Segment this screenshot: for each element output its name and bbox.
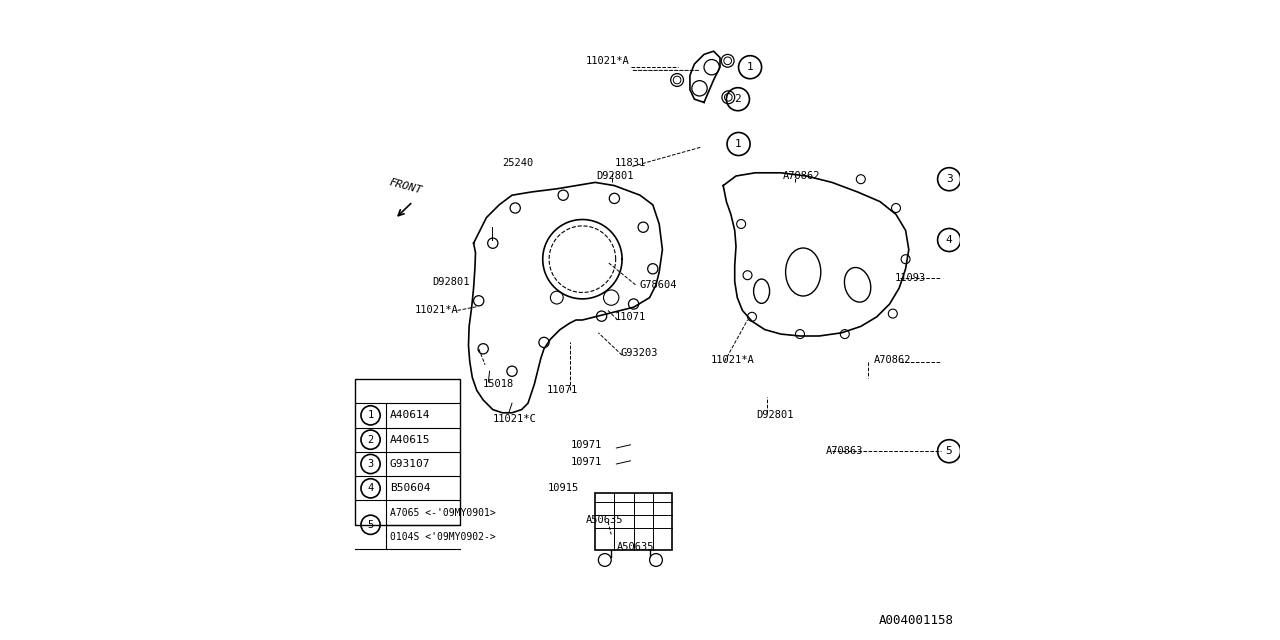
Text: G93107: G93107 xyxy=(389,459,430,469)
Text: 11071: 11071 xyxy=(548,385,579,396)
Text: A40615: A40615 xyxy=(389,435,430,445)
Text: 3: 3 xyxy=(946,174,952,184)
Text: 1: 1 xyxy=(746,62,754,72)
Bar xyxy=(356,379,460,525)
Text: D92801: D92801 xyxy=(756,410,794,420)
Circle shape xyxy=(671,74,684,86)
Circle shape xyxy=(599,554,612,566)
Text: 25240: 25240 xyxy=(502,158,534,168)
Text: 1: 1 xyxy=(735,139,742,149)
Text: 0104S <'09MY0902->: 0104S <'09MY0902-> xyxy=(389,532,495,542)
Text: FRONT: FRONT xyxy=(388,177,422,195)
Text: A50635: A50635 xyxy=(585,515,623,525)
Text: 5: 5 xyxy=(946,446,952,456)
Text: 5: 5 xyxy=(367,520,374,530)
Text: A7065 <-'09MY0901>: A7065 <-'09MY0901> xyxy=(389,508,495,518)
Circle shape xyxy=(650,554,663,566)
Text: A004001158: A004001158 xyxy=(878,614,954,627)
Text: 2: 2 xyxy=(735,94,741,104)
Text: 11831: 11831 xyxy=(614,158,645,168)
Text: A70862: A70862 xyxy=(874,355,911,365)
Text: 11071: 11071 xyxy=(614,312,645,322)
Text: A70862: A70862 xyxy=(783,171,820,181)
Text: B50604: B50604 xyxy=(389,483,430,493)
Text: 11021*A: 11021*A xyxy=(710,355,754,365)
Circle shape xyxy=(722,91,735,104)
Text: 3: 3 xyxy=(367,459,374,469)
Text: 4: 4 xyxy=(367,483,374,493)
Text: 10971: 10971 xyxy=(571,457,602,467)
Text: 11093: 11093 xyxy=(895,273,925,284)
Text: 10915: 10915 xyxy=(548,483,580,493)
Text: A70863: A70863 xyxy=(826,446,863,456)
Text: G78604: G78604 xyxy=(640,280,677,290)
Text: 1: 1 xyxy=(367,410,374,420)
Text: 10971: 10971 xyxy=(571,440,602,450)
Text: A50635: A50635 xyxy=(617,542,654,552)
Text: D92801: D92801 xyxy=(596,171,634,181)
Text: A40614: A40614 xyxy=(389,410,430,420)
Text: 11021*A: 11021*A xyxy=(415,305,458,316)
Text: 11021*A: 11021*A xyxy=(585,56,630,66)
Text: 4: 4 xyxy=(946,235,952,245)
Text: 11021*C: 11021*C xyxy=(493,414,536,424)
Text: 2: 2 xyxy=(367,435,374,445)
Text: D92801: D92801 xyxy=(433,276,470,287)
Circle shape xyxy=(722,54,735,67)
Text: 15018: 15018 xyxy=(484,379,515,389)
Text: G93203: G93203 xyxy=(621,348,658,358)
